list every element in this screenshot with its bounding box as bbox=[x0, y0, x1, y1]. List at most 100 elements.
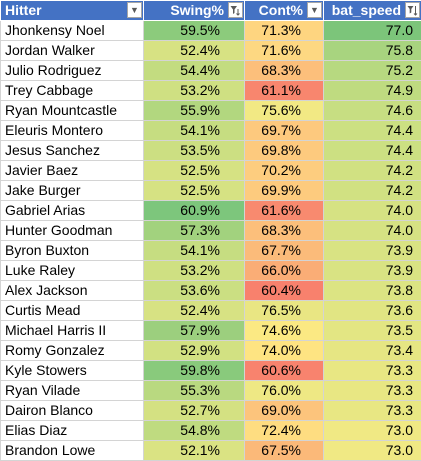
cont-cell[interactable]: 75.6% bbox=[244, 100, 324, 121]
cont-cell[interactable]: 74.0% bbox=[244, 340, 324, 361]
hitter-cell[interactable]: Romy Gonzalez bbox=[0, 340, 144, 361]
table-row[interactable]: Javier Baez 52.5% 70.2% 74.2 bbox=[0, 160, 421, 181]
dropdown-arrow-icon[interactable]: ▼ bbox=[127, 2, 142, 18]
cont-cell[interactable]: 61.6% bbox=[244, 200, 324, 221]
table-row[interactable]: Dairon Blanco 52.7% 69.0% 73.3 bbox=[0, 400, 421, 421]
hitter-cell[interactable]: Hunter Goodman bbox=[0, 220, 144, 241]
bat-speed-cell[interactable]: 74.9 bbox=[323, 80, 421, 101]
hitter-cell[interactable]: Jhonkensy Noel bbox=[0, 20, 144, 41]
hitter-cell[interactable]: Trey Cabbage bbox=[0, 80, 144, 101]
table-row[interactable]: Julio Rodriguez 54.4% 68.3% 75.2 bbox=[0, 60, 421, 81]
swing-cell[interactable]: 52.7% bbox=[143, 400, 245, 421]
swing-cell[interactable]: 53.2% bbox=[143, 80, 245, 101]
bat-speed-cell[interactable]: 73.3 bbox=[323, 400, 421, 421]
table-row[interactable]: Luke Raley 53.2% 66.0% 73.9 bbox=[0, 260, 421, 281]
cont-cell[interactable]: 66.0% bbox=[244, 260, 324, 281]
swing-cell[interactable]: 53.2% bbox=[143, 260, 245, 281]
cont-cell[interactable]: 60.4% bbox=[244, 280, 324, 301]
bat-speed-cell[interactable]: 73.3 bbox=[323, 380, 421, 401]
swing-cell[interactable]: 52.5% bbox=[143, 180, 245, 201]
cont-cell[interactable]: 69.7% bbox=[244, 120, 324, 141]
bat-speed-cell[interactable]: 73.8 bbox=[323, 280, 421, 301]
swing-cell[interactable]: 52.9% bbox=[143, 340, 245, 361]
cont-cell[interactable]: 71.3% bbox=[244, 20, 324, 41]
bat-speed-cell[interactable]: 73.9 bbox=[323, 240, 421, 261]
filter-funnel-icon[interactable] bbox=[228, 2, 243, 18]
bat-speed-cell[interactable]: 74.0 bbox=[323, 200, 421, 221]
bat-speed-cell[interactable]: 74.2 bbox=[323, 160, 421, 181]
cont-cell[interactable]: 69.8% bbox=[244, 140, 324, 161]
hitter-cell[interactable]: Byron Buxton bbox=[0, 240, 144, 261]
bat-speed-cell[interactable]: 73.6 bbox=[323, 300, 421, 321]
hitter-cell[interactable]: Curtis Mead bbox=[0, 300, 144, 321]
dropdown-arrow-icon[interactable]: ▼ bbox=[307, 2, 322, 18]
column-header-hitter[interactable]: Hitter ▼ bbox=[0, 0, 144, 21]
cont-cell[interactable]: 68.3% bbox=[244, 220, 324, 241]
table-row[interactable]: Trey Cabbage 53.2% 61.1% 74.9 bbox=[0, 80, 421, 101]
swing-cell[interactable]: 52.4% bbox=[143, 300, 245, 321]
cont-cell[interactable]: 76.0% bbox=[244, 380, 324, 401]
table-row[interactable]: Brandon Lowe 52.1% 67.5% 73.0 bbox=[0, 440, 421, 461]
table-row[interactable]: Byron Buxton 54.1% 67.7% 73.9 bbox=[0, 240, 421, 261]
swing-cell[interactable]: 57.3% bbox=[143, 220, 245, 241]
bat-speed-cell[interactable]: 75.2 bbox=[323, 60, 421, 81]
bat-speed-cell[interactable]: 75.8 bbox=[323, 40, 421, 61]
table-row[interactable]: Curtis Mead 52.4% 76.5% 73.6 bbox=[0, 300, 421, 321]
swing-cell[interactable]: 55.9% bbox=[143, 100, 245, 121]
swing-cell[interactable]: 54.1% bbox=[143, 240, 245, 261]
cont-cell[interactable]: 61.1% bbox=[244, 80, 324, 101]
hitter-cell[interactable]: Michael Harris II bbox=[0, 320, 144, 341]
table-row[interactable]: Michael Harris II 57.9% 74.6% 73.5 bbox=[0, 320, 421, 341]
swing-cell[interactable]: 53.6% bbox=[143, 280, 245, 301]
hitter-cell[interactable]: Elias Diaz bbox=[0, 420, 144, 441]
hitter-cell[interactable]: Ryan Mountcastle bbox=[0, 100, 144, 121]
bat-speed-cell[interactable]: 73.3 bbox=[323, 360, 421, 381]
table-row[interactable]: Gabriel Arias 60.9% 61.6% 74.0 bbox=[0, 200, 421, 221]
hitter-cell[interactable]: Luke Raley bbox=[0, 260, 144, 281]
table-row[interactable]: Eleuris Montero 54.1% 69.7% 74.4 bbox=[0, 120, 421, 141]
bat-speed-cell[interactable]: 73.5 bbox=[323, 320, 421, 341]
hitter-cell[interactable]: Ryan Vilade bbox=[0, 380, 144, 401]
swing-cell[interactable]: 59.8% bbox=[143, 360, 245, 381]
swing-cell[interactable]: 54.4% bbox=[143, 60, 245, 81]
table-row[interactable]: Jake Burger 52.5% 69.9% 74.2 bbox=[0, 180, 421, 201]
table-row[interactable]: Hunter Goodman 57.3% 68.3% 74.0 bbox=[0, 220, 421, 241]
table-row[interactable]: Jhonkensy Noel 59.5% 71.3% 77.0 bbox=[0, 20, 421, 41]
bat-speed-cell[interactable]: 73.0 bbox=[323, 440, 421, 461]
cont-cell[interactable]: 69.0% bbox=[244, 400, 324, 421]
bat-speed-cell[interactable]: 77.0 bbox=[323, 20, 421, 41]
hitter-cell[interactable]: Brandon Lowe bbox=[0, 440, 144, 461]
sort-descending-filter-icon[interactable] bbox=[405, 2, 420, 18]
cont-cell[interactable]: 70.2% bbox=[244, 160, 324, 181]
bat-speed-cell[interactable]: 73.0 bbox=[323, 420, 421, 441]
hitter-cell[interactable]: Kyle Stowers bbox=[0, 360, 144, 381]
cont-cell[interactable]: 60.6% bbox=[244, 360, 324, 381]
swing-cell[interactable]: 52.5% bbox=[143, 160, 245, 181]
swing-cell[interactable]: 53.5% bbox=[143, 140, 245, 161]
table-row[interactable]: Kyle Stowers 59.8% 60.6% 73.3 bbox=[0, 360, 421, 381]
hitter-cell[interactable]: Eleuris Montero bbox=[0, 120, 144, 141]
table-row[interactable]: Romy Gonzalez 52.9% 74.0% 73.4 bbox=[0, 340, 421, 361]
bat-speed-cell[interactable]: 74.2 bbox=[323, 180, 421, 201]
swing-cell[interactable]: 54.1% bbox=[143, 120, 245, 141]
table-row[interactable]: Elias Diaz 54.8% 72.4% 73.0 bbox=[0, 420, 421, 441]
swing-cell[interactable]: 52.1% bbox=[143, 440, 245, 461]
table-row[interactable]: Alex Jackson 53.6% 60.4% 73.8 bbox=[0, 280, 421, 301]
table-row[interactable]: Jesus Sanchez 53.5% 69.8% 74.4 bbox=[0, 140, 421, 161]
cont-cell[interactable]: 67.7% bbox=[244, 240, 324, 261]
cont-cell[interactable]: 67.5% bbox=[244, 440, 324, 461]
table-row[interactable]: Ryan Vilade 55.3% 76.0% 73.3 bbox=[0, 380, 421, 401]
hitter-cell[interactable]: Jesus Sanchez bbox=[0, 140, 144, 161]
hitter-cell[interactable]: Jake Burger bbox=[0, 180, 144, 201]
cont-cell[interactable]: 76.5% bbox=[244, 300, 324, 321]
table-row[interactable]: Ryan Mountcastle 55.9% 75.6% 74.6 bbox=[0, 100, 421, 121]
column-header-cont[interactable]: Cont% ▼ bbox=[244, 0, 324, 21]
cont-cell[interactable]: 68.3% bbox=[244, 60, 324, 81]
hitter-cell[interactable]: Julio Rodriguez bbox=[0, 60, 144, 81]
cont-cell[interactable]: 72.4% bbox=[244, 420, 324, 441]
bat-speed-cell[interactable]: 74.4 bbox=[323, 140, 421, 161]
swing-cell[interactable]: 54.8% bbox=[143, 420, 245, 441]
hitter-cell[interactable]: Gabriel Arias bbox=[0, 200, 144, 221]
cont-cell[interactable]: 74.6% bbox=[244, 320, 324, 341]
table-row[interactable]: Jordan Walker 52.4% 71.6% 75.8 bbox=[0, 40, 421, 61]
